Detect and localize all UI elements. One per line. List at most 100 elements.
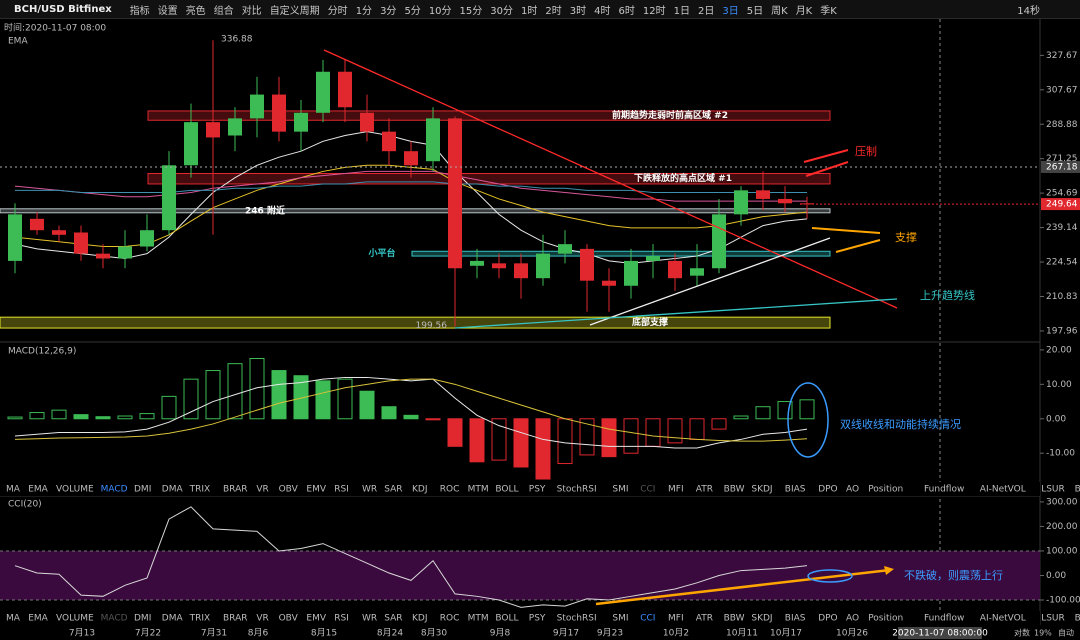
indicator-tab[interactable]: ROC: [440, 614, 460, 624]
period-button[interactable]: 2日: [698, 5, 715, 17]
indicator-tab[interactable]: LSUR: [1041, 485, 1065, 495]
indicator-tab[interactable]: CCI: [640, 485, 655, 495]
period-button[interactable]: 5分: [404, 5, 421, 17]
indicator-tab[interactable]: EMA: [28, 614, 48, 624]
indicator-tab[interactable]: EMV: [306, 485, 326, 495]
indicator-tab[interactable]: Fundflow: [924, 485, 964, 495]
indicator-tab[interactable]: SMI: [612, 614, 628, 624]
zoom: 19%: [1034, 629, 1052, 638]
indicator-tab[interactable]: StochRSI: [557, 614, 597, 624]
period-button[interactable]: 5日: [746, 5, 764, 17]
indicator-tab[interactable]: StochRSI: [557, 485, 597, 495]
indicator-tab[interactable]: MA: [6, 614, 21, 624]
indicator-tab[interactable]: EMA: [28, 485, 48, 495]
period-button[interactable]: 10分: [428, 5, 452, 17]
indicator-tab[interactable]: TRIX: [189, 485, 211, 495]
indicator-tab[interactable]: MACD: [101, 614, 128, 624]
indicator-tab[interactable]: BASIS: [1075, 614, 1080, 624]
indicator-tab[interactable]: VR: [256, 485, 268, 495]
period-button[interactable]: 6时: [618, 5, 635, 17]
indicator-tab[interactable]: VOLUME: [56, 614, 94, 624]
candle-body: [272, 94, 286, 132]
indicator-tab[interactable]: RSI: [334, 614, 349, 624]
indicator-tab[interactable]: SAR: [384, 485, 402, 495]
tool-button[interactable]: 亮色: [185, 5, 206, 17]
indicator-tab[interactable]: DMA: [162, 485, 184, 495]
indicator-tab[interactable]: MTM: [468, 614, 489, 624]
indicator-tab[interactable]: SKDJ: [751, 485, 772, 495]
indicator-tab[interactable]: AI-NetVOL: [980, 614, 1026, 624]
indicator-tab[interactable]: BRAR: [223, 614, 247, 624]
indicator-tab[interactable]: SMI: [612, 485, 628, 495]
candle-body: [30, 218, 44, 231]
indicator-tab[interactable]: AO: [846, 614, 859, 624]
indicator-tab[interactable]: MTM: [468, 485, 489, 495]
indicator-tab[interactable]: KDJ: [412, 485, 428, 495]
indicator-tab[interactable]: VR: [256, 614, 268, 624]
indicator-tab[interactable]: KDJ: [412, 614, 428, 624]
indicator-tab[interactable]: DMA: [162, 614, 184, 624]
period-button[interactable]: 月K: [795, 5, 813, 17]
indicator-tab[interactable]: LSUR: [1041, 614, 1065, 624]
refresh[interactable]: 14秒: [1017, 5, 1040, 17]
period-button[interactable]: 30分: [490, 5, 514, 17]
indicator-tab[interactable]: MACD: [101, 485, 128, 495]
indicator-tab[interactable]: WR: [362, 485, 377, 495]
indicator-tab[interactable]: ATR: [696, 485, 713, 495]
period-button[interactable]: 3分: [380, 5, 397, 17]
indicator-tab[interactable]: BBW: [724, 485, 745, 495]
indicator-tab[interactable]: DPO: [818, 485, 837, 495]
indicator-tab[interactable]: BBW: [724, 614, 745, 624]
tool-button[interactable]: 对比: [241, 5, 262, 17]
indicator-tab[interactable]: DMI: [134, 485, 151, 495]
indicator-tab[interactable]: TRIX: [189, 614, 211, 624]
period-button[interactable]: 季K: [820, 5, 837, 17]
x-tick-label: 8月30: [421, 628, 447, 639]
indicator-tab[interactable]: DMI: [134, 614, 151, 624]
indicator-tab[interactable]: BOLL: [495, 485, 518, 495]
indicator-tab[interactable]: RSI: [334, 485, 349, 495]
indicator-tab[interactable]: Position: [868, 614, 903, 624]
tool-button[interactable]: 组合: [213, 5, 234, 17]
indicator-tab[interactable]: PSY: [529, 614, 546, 624]
indicator-tab[interactable]: VOLUME: [56, 485, 94, 495]
indicator-tab[interactable]: OBV: [279, 485, 299, 495]
indicator-tab[interactable]: Fundflow: [924, 614, 964, 624]
period-button[interactable]: 12时: [642, 5, 666, 17]
period-button[interactable]: 3时: [569, 5, 587, 17]
symbol[interactable]: BCH/USD Bitfinex: [14, 3, 112, 15]
indicator-tab[interactable]: SKDJ: [751, 614, 772, 624]
period-button[interactable]: 3日: [722, 5, 739, 17]
tool-button[interactable]: 设置: [157, 5, 178, 17]
period-button[interactable]: 周K: [771, 5, 788, 17]
indicator-tab[interactable]: ROC: [440, 485, 460, 495]
indicator-tab[interactable]: EMV: [306, 614, 326, 624]
indicator-tab[interactable]: BRAR: [223, 485, 247, 495]
indicator-tab[interactable]: BOLL: [495, 614, 518, 624]
tool-button[interactable]: 指标: [129, 5, 150, 17]
period-button[interactable]: 自定义周期: [269, 5, 320, 17]
period-button[interactable]: 15分: [459, 5, 483, 17]
indicator-tab[interactable]: Position: [868, 485, 903, 495]
period-button[interactable]: 1分: [355, 5, 373, 17]
indicator-tab[interactable]: OBV: [279, 614, 299, 624]
indicator-tab[interactable]: SAR: [384, 614, 402, 624]
indicator-tab[interactable]: PSY: [529, 485, 546, 495]
indicator-tab[interactable]: CCI: [640, 614, 655, 624]
indicator-tab[interactable]: MFI: [668, 614, 684, 624]
indicator-tab[interactable]: DPO: [818, 614, 837, 624]
indicator-tab[interactable]: AO: [846, 485, 859, 495]
indicator-tab[interactable]: WR: [362, 614, 377, 624]
indicator-tab[interactable]: BASIS: [1075, 485, 1080, 495]
indicator-tab[interactable]: MA: [6, 485, 21, 495]
indicator-tab[interactable]: BIAS: [785, 614, 806, 624]
period-button[interactable]: 2时: [545, 5, 562, 17]
period-button[interactable]: 1时: [521, 5, 538, 17]
indicator-tab[interactable]: AI-NetVOL: [980, 485, 1026, 495]
period-button[interactable]: 分时: [327, 5, 348, 17]
period-button[interactable]: 1日: [673, 5, 690, 17]
indicator-tab[interactable]: BIAS: [785, 485, 806, 495]
indicator-tab[interactable]: MFI: [668, 485, 684, 495]
indicator-tab[interactable]: ATR: [696, 614, 713, 624]
period-button[interactable]: 4时: [594, 5, 611, 17]
